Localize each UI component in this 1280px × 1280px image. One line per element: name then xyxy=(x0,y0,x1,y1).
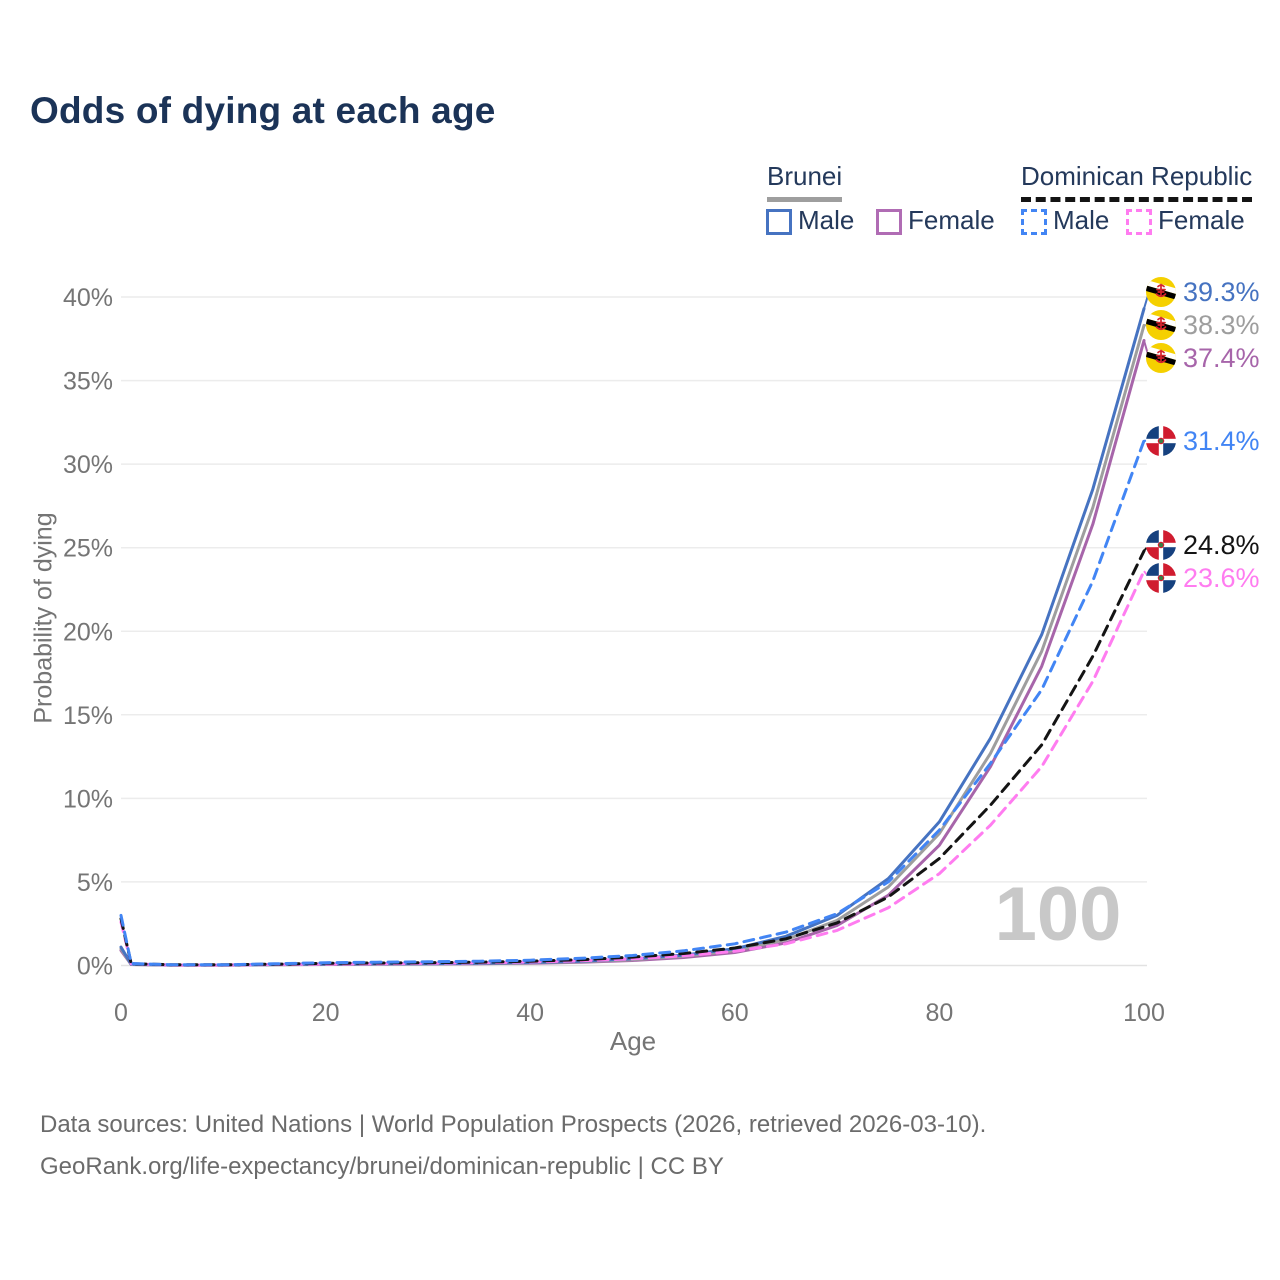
y-tick-label: 40% xyxy=(63,284,113,312)
x-tick-label: 80 xyxy=(925,999,953,1027)
legend-label-brunei-female[interactable]: Female xyxy=(908,205,995,235)
end-value-brunei-female: 37.4% xyxy=(1183,342,1260,373)
end-label-dr-male: 31.4% xyxy=(1146,425,1260,457)
series-line-brunei-both[interactable] xyxy=(119,323,1146,967)
dominican-republic-flag-icon xyxy=(1146,563,1176,593)
legend-swatch-dr-female[interactable] xyxy=(1126,209,1152,235)
y-tick-label: 30% xyxy=(63,451,113,479)
end-label-brunei-both: 38.3% xyxy=(1146,309,1260,341)
x-axis-title: Age xyxy=(609,1026,657,1056)
end-value-dr-male: 31.4% xyxy=(1183,425,1260,456)
end-value-dr-both: 24.8% xyxy=(1183,529,1260,560)
y-tick-label: 25% xyxy=(63,535,113,563)
legend-swatch-brunei-female[interactable] xyxy=(876,209,902,235)
footer: Data sources: United Nations | World Pop… xyxy=(40,1104,986,1188)
y-tick-label: 0% xyxy=(77,953,113,981)
y-tick-label: 5% xyxy=(77,869,113,897)
y-tick-label: 20% xyxy=(63,618,113,646)
end-value-brunei-both: 38.3% xyxy=(1183,309,1260,340)
legend-swatch-dr-male[interactable] xyxy=(1021,209,1047,235)
legend-label-dr-female[interactable]: Female xyxy=(1158,205,1245,235)
x-tick-label: 60 xyxy=(721,999,749,1027)
x-tick-label: 20 xyxy=(312,999,340,1027)
legend-swatch-brunei-male[interactable] xyxy=(766,209,792,235)
series-line-dr-both[interactable] xyxy=(119,549,1146,967)
legend-label-brunei-male[interactable]: Male xyxy=(798,205,855,235)
series-line-dr-male[interactable] xyxy=(119,439,1146,967)
y-tick-label: 15% xyxy=(63,702,113,730)
brunei-flag-icon xyxy=(1146,343,1176,373)
footer-url: GeoRank.org/life-expectancy/brunei/domin… xyxy=(40,1153,724,1180)
age-indicator-watermark: 100 xyxy=(995,872,1122,957)
dominican-republic-flag-icon xyxy=(1146,530,1176,560)
y-tick-label: 10% xyxy=(63,785,113,813)
end-label-brunei-male: 39.3% xyxy=(1146,276,1260,308)
end-label-dr-both: 24.8% xyxy=(1146,529,1260,561)
legend-label-dr-male[interactable]: Male xyxy=(1053,205,1110,235)
y-tick-label: 35% xyxy=(63,368,113,396)
end-value-brunei-male: 39.3% xyxy=(1183,276,1260,307)
end-value-dr-female: 23.6% xyxy=(1183,562,1260,593)
footer-data-sources: Data sources: United Nations | World Pop… xyxy=(40,1111,987,1138)
page-title: Odds of dying at each age xyxy=(30,90,496,131)
end-label-dr-female: 23.6% xyxy=(1146,562,1260,594)
series-line-brunei-male[interactable] xyxy=(119,307,1146,967)
end-label-brunei-female: 37.4% xyxy=(1146,342,1260,374)
dominican-republic-flag-icon xyxy=(1146,426,1176,456)
y-axis-title: Probability of dying xyxy=(29,512,58,724)
brunei-flag-icon xyxy=(1146,310,1176,340)
x-tick-label: 0 xyxy=(114,999,128,1027)
x-tick-label: 100 xyxy=(1123,999,1165,1027)
series-line-brunei-female[interactable] xyxy=(119,339,1146,967)
x-tick-label: 40 xyxy=(516,999,544,1027)
legend-country-dominican-republic[interactable]: Dominican Republic xyxy=(1021,161,1253,202)
legend-country-brunei[interactable]: Brunei xyxy=(767,161,843,202)
brunei-flag-icon xyxy=(1146,277,1176,307)
